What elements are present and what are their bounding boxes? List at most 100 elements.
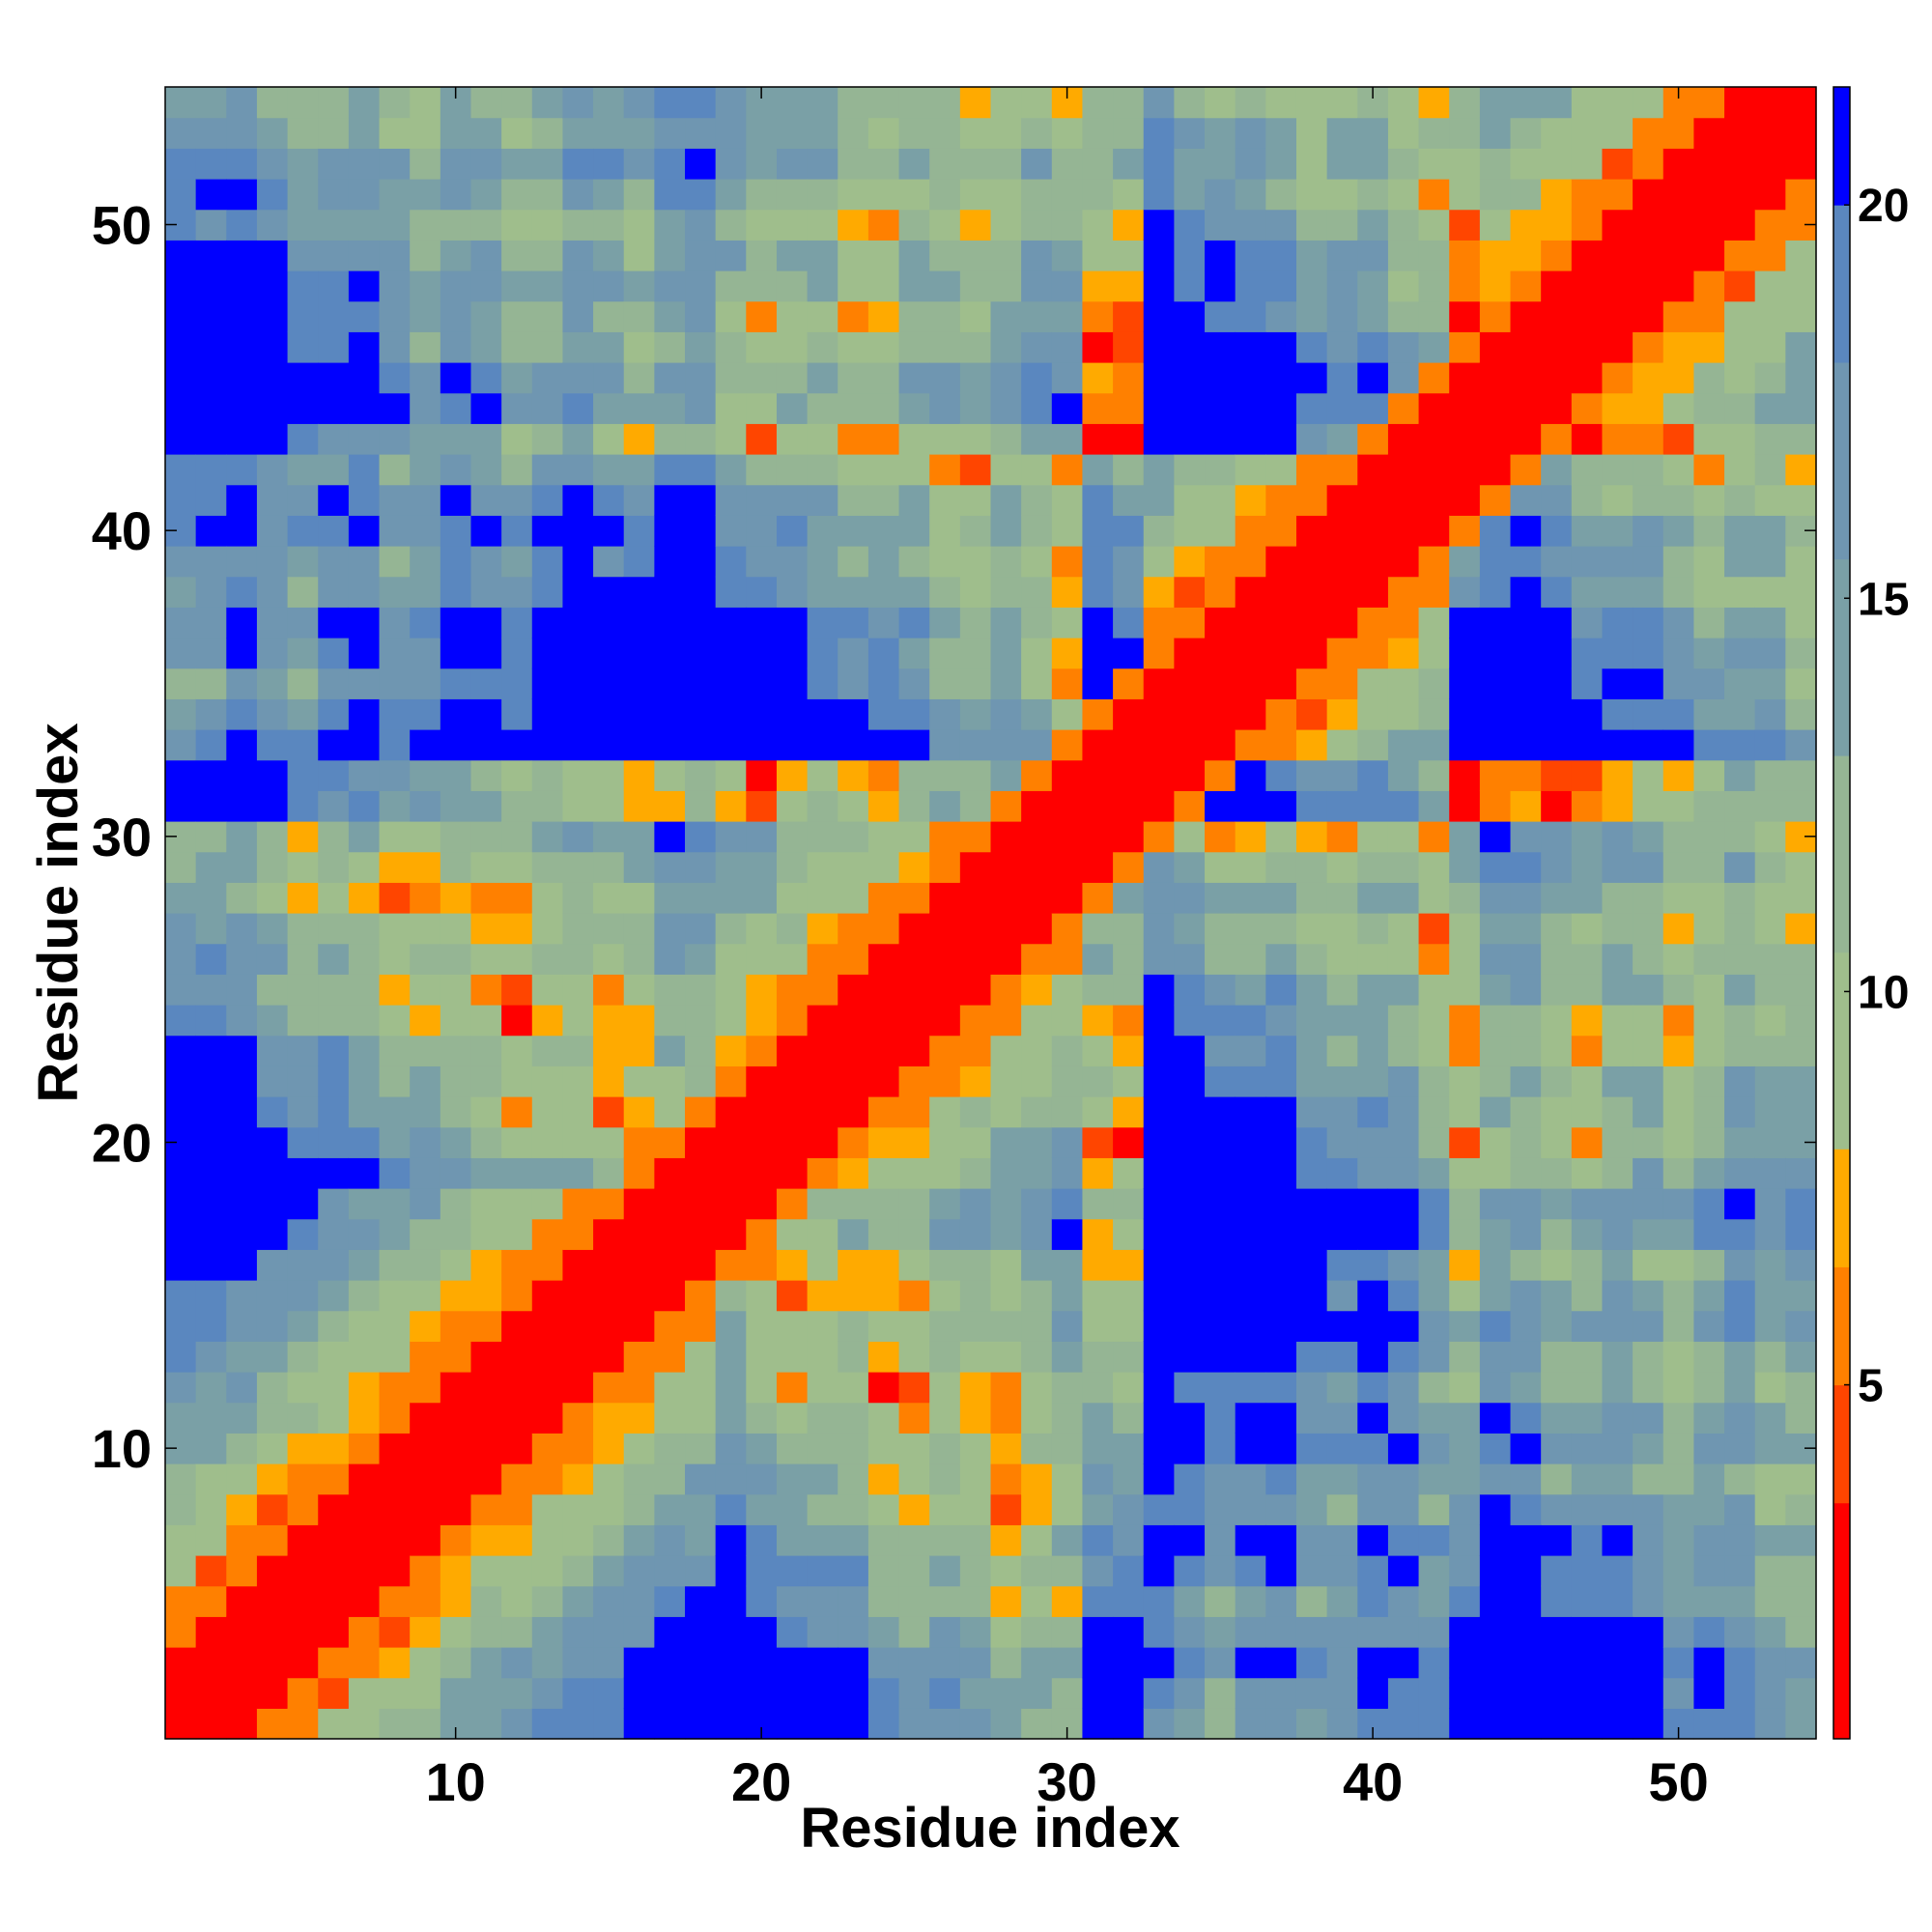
heatmap-cell (1021, 1035, 1053, 1066)
heatmap-cell (1602, 1524, 1634, 1556)
heatmap-cell (379, 179, 411, 211)
heatmap-cell (287, 148, 319, 180)
heatmap-cell (959, 576, 992, 608)
heatmap-cell (1357, 515, 1389, 547)
heatmap-cell (379, 1157, 411, 1189)
heatmap-cell (593, 1280, 625, 1312)
heatmap-cell (898, 1218, 930, 1250)
heatmap-cell (256, 1524, 289, 1556)
heatmap-cell (348, 1524, 381, 1556)
heatmap-cell (867, 1524, 900, 1556)
heatmap-cell (501, 1126, 533, 1158)
heatmap-cell (1633, 790, 1664, 822)
heatmap-cell (867, 1433, 900, 1464)
heatmap-cell (1541, 515, 1573, 547)
heatmap-cell (1326, 484, 1358, 516)
heatmap-cell (1724, 1647, 1756, 1679)
heatmap-cell (1662, 638, 1695, 669)
heatmap-cell (1754, 1341, 1786, 1373)
heatmap-cell (1418, 1065, 1450, 1097)
heatmap-cell (1724, 1188, 1756, 1220)
heatmap-cell (746, 974, 778, 1006)
heatmap-cell (1051, 362, 1084, 394)
heatmap-cell (1449, 668, 1481, 699)
heatmap-cell (1357, 1616, 1389, 1648)
heatmap-cell (807, 484, 838, 516)
heatmap-cell (867, 1555, 900, 1587)
heatmap-cell (623, 943, 655, 975)
heatmap-cell (593, 1065, 625, 1097)
heatmap-cell (1785, 1310, 1817, 1342)
heatmap-cell (1693, 1035, 1725, 1066)
heatmap-cell (1082, 1280, 1114, 1312)
heatmap-cell (226, 179, 258, 211)
heatmap-cell (623, 454, 655, 486)
heatmap-cell (654, 638, 686, 669)
heatmap-cell (929, 1005, 961, 1037)
heatmap-cell (1754, 1035, 1786, 1066)
heatmap-cell (1051, 1463, 1084, 1495)
heatmap-cell (226, 759, 258, 791)
heatmap-cell (1295, 1096, 1328, 1128)
heatmap-cell (195, 821, 227, 853)
heatmap-cell (623, 240, 655, 271)
heatmap-cell (379, 943, 411, 975)
heatmap-cell (1174, 362, 1206, 394)
heatmap-cell (379, 974, 411, 1006)
heatmap-cell (1633, 1310, 1664, 1342)
heatmap-cell (470, 1372, 502, 1404)
heatmap-cell (1174, 1585, 1206, 1617)
heatmap-cell (1510, 790, 1542, 822)
heatmap-cell (226, 851, 258, 883)
heatmap-cell (1265, 1218, 1297, 1250)
heatmap-cell (1785, 546, 1817, 578)
heatmap-cell (1602, 1249, 1634, 1281)
heatmap-cell (501, 1035, 533, 1066)
heatmap-cell (654, 362, 686, 394)
heatmap-cell (990, 1433, 1022, 1464)
heatmap-cell (287, 943, 319, 975)
heatmap-cell (807, 759, 838, 791)
heatmap-cell (1174, 821, 1206, 853)
heatmap-cell (1082, 240, 1114, 271)
heatmap-cell (685, 576, 717, 608)
heatmap-cell (379, 362, 411, 394)
heatmap-cell (501, 821, 533, 853)
heatmap-cell (1326, 698, 1358, 730)
heatmap-cell (838, 790, 869, 822)
heatmap-cell (165, 1157, 197, 1189)
heatmap-cell (959, 1126, 992, 1158)
heatmap-cell (1143, 1463, 1175, 1495)
heatmap-cell (1143, 1218, 1175, 1250)
heatmap-cell (1174, 974, 1206, 1006)
heatmap-cell (1387, 576, 1420, 608)
heatmap-cell (1326, 1524, 1358, 1556)
heatmap-cell (379, 87, 411, 119)
heatmap-cell (256, 1126, 289, 1158)
heatmap-cell (1510, 1524, 1542, 1556)
heatmap-cell (990, 759, 1022, 791)
heatmap-cell (1662, 1341, 1695, 1373)
heatmap-cell (867, 1065, 900, 1097)
heatmap-cell (1082, 1188, 1114, 1220)
heatmap-cell (654, 1126, 686, 1158)
heatmap-cell (1387, 362, 1420, 394)
heatmap-cell (562, 1280, 594, 1312)
heatmap-cell (807, 1585, 838, 1617)
heatmap-cell (195, 1218, 227, 1250)
heatmap-cell (1754, 913, 1786, 945)
heatmap-cell (379, 1218, 411, 1250)
heatmap-cell (1541, 1555, 1573, 1587)
heatmap-cell (1143, 1585, 1175, 1617)
heatmap-cell (959, 913, 992, 945)
heatmap-cell (838, 1585, 869, 1617)
heatmap-cell (1205, 1585, 1236, 1617)
heatmap-cell (226, 576, 258, 608)
heatmap-cell (867, 1035, 900, 1066)
heatmap-cell (1174, 300, 1206, 332)
heatmap-cell (1602, 1463, 1634, 1495)
heatmap-cell (440, 974, 472, 1006)
heatmap-cell (501, 607, 533, 639)
heatmap-cell (318, 484, 350, 516)
heatmap-cell (1326, 668, 1358, 699)
